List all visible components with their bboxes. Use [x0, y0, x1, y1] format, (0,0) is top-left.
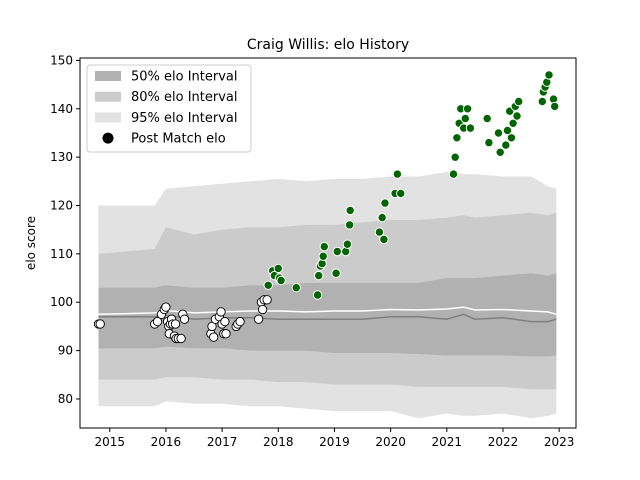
data-point — [501, 140, 511, 150]
data-point — [544, 70, 554, 80]
y-tick-label: 100 — [50, 295, 73, 309]
data-point — [262, 295, 272, 305]
y-tick-label: 150 — [50, 53, 73, 67]
data-point — [514, 96, 524, 107]
data-point — [209, 332, 219, 342]
data-point — [345, 205, 355, 216]
data-point — [342, 239, 353, 249]
data-point — [331, 268, 341, 278]
data-point — [276, 275, 286, 286]
data-point — [493, 128, 504, 138]
data-point — [374, 227, 385, 237]
legend-swatch — [95, 71, 121, 81]
x-tick-label: 2017 — [207, 435, 238, 449]
legend-box — [86, 64, 252, 153]
y-tick-label: 140 — [50, 102, 73, 116]
data-point — [344, 220, 355, 230]
data-point — [221, 329, 231, 339]
data-point — [95, 319, 105, 329]
data-point — [332, 246, 342, 257]
x-tick-label: 2019 — [319, 435, 350, 449]
data-point — [152, 316, 163, 327]
y-tick-label: 110 — [50, 247, 73, 261]
data-point — [448, 169, 459, 179]
median-line — [98, 313, 557, 323]
legend-swatch — [95, 112, 121, 123]
data-point — [257, 304, 268, 315]
legend-marker — [102, 132, 114, 144]
x-tick-label: 2023 — [544, 435, 575, 449]
plot-frame — [79, 57, 577, 429]
data-point — [465, 123, 476, 133]
data-point — [220, 316, 230, 327]
data-point — [235, 316, 245, 327]
data-point — [550, 101, 560, 112]
x-tick-label: 2022 — [488, 435, 519, 449]
data-point — [179, 314, 190, 324]
data-point — [452, 133, 462, 143]
data-point — [170, 319, 181, 329]
data-point — [495, 147, 505, 158]
data-point — [380, 198, 390, 208]
data-point — [462, 104, 473, 114]
y-tick-label: 90 — [58, 344, 73, 358]
data-point — [379, 234, 389, 245]
y-tick-label: 120 — [50, 199, 73, 213]
post-match-points — [93, 70, 560, 344]
x-tick-label: 2018 — [263, 435, 294, 449]
legend-label: Post Match elo — [131, 132, 226, 147]
mean-line — [98, 306, 557, 316]
data-point — [176, 333, 186, 344]
data-point — [318, 251, 328, 261]
data-point — [216, 307, 226, 317]
data-point — [460, 113, 470, 124]
data-point — [291, 283, 301, 293]
data-point — [508, 118, 518, 129]
data-point — [312, 290, 323, 300]
data-point — [450, 152, 460, 162]
data-point — [263, 280, 273, 290]
data-point — [377, 212, 387, 223]
legend: 50% elo Interval 80% elo Interval 95% elo … — [86, 64, 252, 153]
data-point — [273, 263, 283, 274]
data-point — [537, 96, 547, 107]
data-point — [512, 111, 522, 121]
data-point — [502, 125, 513, 136]
x-tick-label: 2020 — [375, 435, 406, 449]
x-tick-label: 2016 — [151, 435, 182, 449]
data-point — [161, 302, 171, 312]
legend-swatch — [95, 91, 121, 102]
data-point — [392, 169, 403, 179]
x-tick-label: 2015 — [94, 435, 125, 449]
data-point — [253, 314, 264, 324]
interval-bands — [98, 171, 557, 419]
data-point — [319, 241, 329, 252]
interval-lines — [98, 306, 557, 323]
x-axis: 2015 2016 2017 2018 2019 2020 2021 2022 2023 — [94, 428, 574, 449]
legend-label: 80% elo Interval — [131, 90, 238, 105]
x-tick-label: 2021 — [432, 435, 463, 449]
y-axis-label: elo score — [24, 216, 38, 270]
data-point — [506, 133, 517, 143]
legend-label: 50% elo Interval — [131, 70, 238, 85]
data-point — [484, 137, 494, 148]
y-axis: 80 90 100 110 120 130 140 150 — [50, 53, 80, 406]
data-point — [482, 113, 492, 124]
data-point — [396, 188, 406, 199]
y-tick-label: 80 — [58, 392, 73, 406]
data-point — [314, 270, 324, 281]
y-tick-label: 130 — [50, 150, 73, 164]
legend-label: 95% elo Interval — [131, 111, 238, 126]
chart-title: Craig Willis: elo History — [247, 37, 409, 53]
